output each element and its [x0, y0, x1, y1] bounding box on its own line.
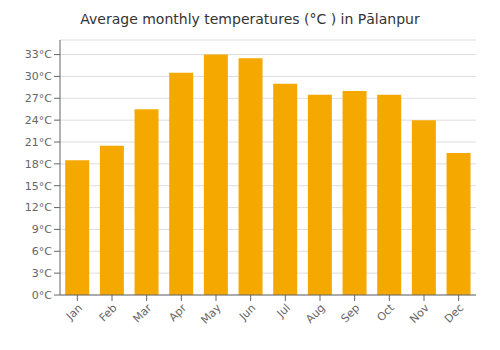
svg-text:18°C: 18°C [25, 158, 52, 171]
svg-text:Mar: Mar [130, 301, 154, 325]
svg-text:33°C: 33°C [25, 48, 52, 61]
svg-text:27°C: 27°C [25, 92, 52, 105]
svg-text:30°C: 30°C [25, 70, 52, 83]
svg-text:24°C: 24°C [25, 114, 52, 127]
svg-text:Oct: Oct [374, 301, 397, 324]
svg-text:Apr: Apr [166, 301, 189, 324]
svg-text:Nov: Nov [407, 301, 432, 326]
html-text:Average monthly temperatures (: Average monthly temperatures (°C ) in Pā… [80, 11, 420, 27]
svg-text:6°C: 6°C [32, 245, 52, 258]
svg-text:Aug: Aug [303, 301, 327, 325]
svg-text:0°C: 0°C [32, 289, 52, 302]
svg-text:Jun: Jun [236, 301, 258, 323]
svg-text:9°C: 9°C [32, 223, 52, 236]
svg-text:May: May [198, 301, 224, 327]
svg-text:Jan: Jan [63, 301, 85, 323]
svg-text:15°C: 15°C [25, 180, 52, 193]
svg-text:Sep: Sep [338, 301, 362, 325]
svg-text:Jul: Jul [274, 301, 293, 320]
svg-text:21°C: 21°C [25, 136, 52, 149]
svg-text:3°C: 3°C [32, 267, 52, 280]
svg-text:Feb: Feb [97, 301, 120, 324]
svg-text:Dec: Dec [442, 301, 466, 325]
svg-text:12°C: 12°C [25, 201, 52, 214]
